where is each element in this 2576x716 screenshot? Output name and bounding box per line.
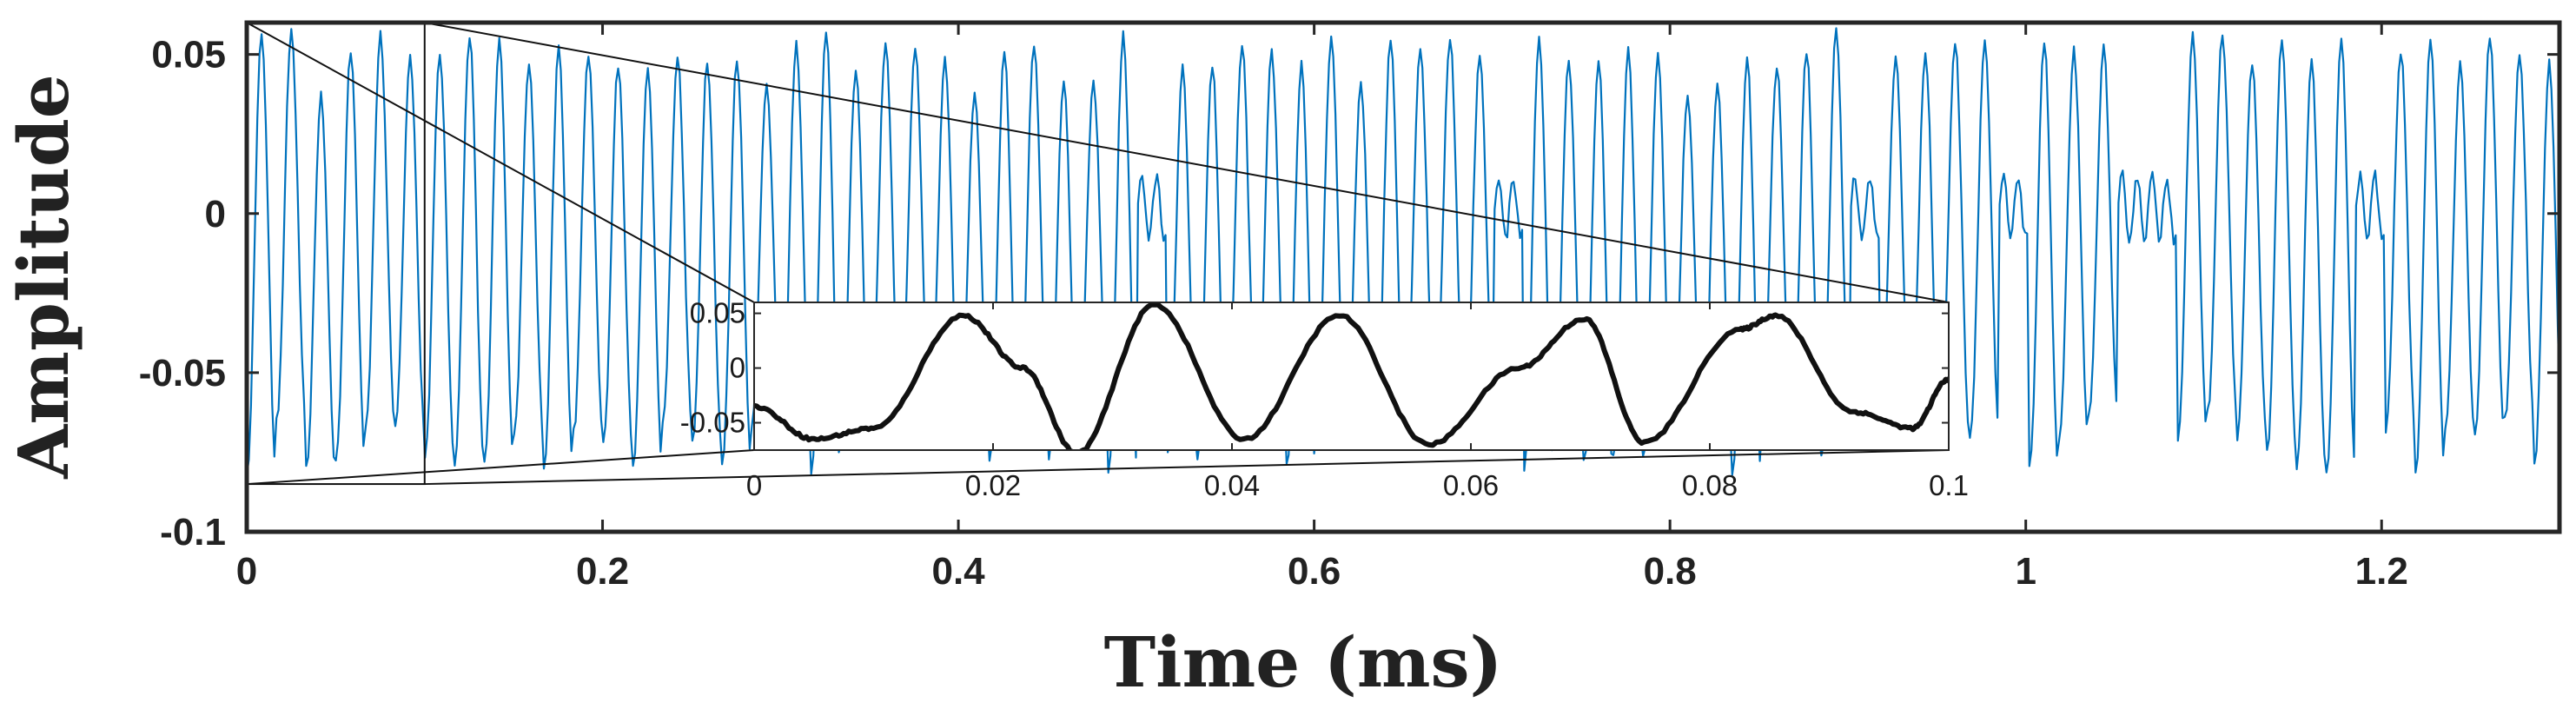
inset-y-tick-label: -0.05 [680,407,745,439]
main-x-tick-label: 0.6 [1288,550,1341,593]
zoom-guide-line [246,449,755,486]
main-x-tick-label: 0.4 [931,550,985,593]
main-plot-frame [244,20,2562,534]
main-plot: 0 0.2 0.4 0.6 0.8 1 1.2 0.050-0.05-0.1 [139,20,2562,593]
main-y-tick-label: 0.05 [151,34,226,76]
main-x-tick-label: 0 [236,550,257,593]
inset-x-axis: 0 0.02 0.04 0.06 0.08 0.1 [746,302,1969,501]
x-axis-label: Time (ms) [1104,621,1503,703]
zoom-guide-lines [246,22,1950,486]
inset-x-tick-label: 0.02 [965,469,1021,501]
inset-signal-line [754,302,1949,450]
inset-x-tick-label: 0.04 [1204,469,1260,501]
main-y-axis: 0.050-0.05-0.1 [139,34,2559,554]
main-x-tick-label: 1.2 [2355,550,2408,593]
zoom-guide-line [246,22,755,303]
inset-x-tick-label: 0.1 [1929,469,1969,501]
main-x-tick-label: 1 [2015,550,2036,593]
main-x-tick-label: 0.8 [1644,550,1697,593]
inset-y-axis: 0.05 0 -0.05 [680,297,1949,439]
zoom-guide-line [424,449,1950,486]
main-x-axis: 0 0.2 0.4 0.6 0.8 1 1.2 [236,23,2408,593]
main-x-tick-label: 0.2 [576,550,629,593]
main-y-tick-label: -0.1 [160,511,226,554]
inset-signal-series [754,302,1949,450]
inset-frame [753,302,1950,451]
inset-y-tick-label: 0 [730,352,745,384]
y-axis-label: Amplitude [3,74,84,479]
inset-plot: 0 0.02 0.04 0.06 0.08 0.1 0.050-0.05 [680,297,1969,501]
zoom-guide-line [424,22,1950,303]
main-y-tick-label: -0.05 [139,352,226,394]
inset-x-tick-label: 0.06 [1443,469,1499,501]
inset-x-tick-label: 0.08 [1682,469,1738,501]
inset-x-tick-label: 0 [746,469,762,501]
main-y-tick-label: 0 [205,193,226,235]
inset-y-tick-label: 0.05 [690,297,745,329]
